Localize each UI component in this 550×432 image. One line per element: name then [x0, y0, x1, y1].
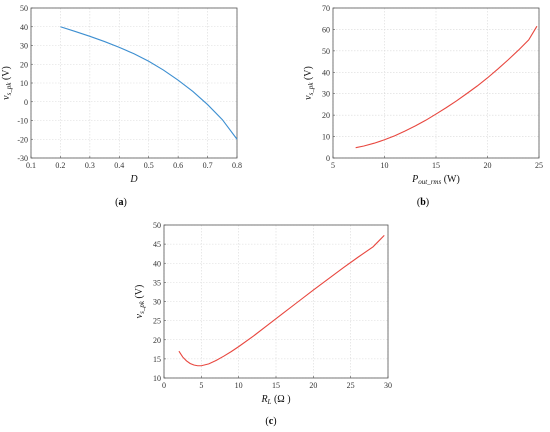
x-tick-label: 15 [432, 161, 440, 170]
series-line [178, 234, 385, 367]
y-tick-label: -30 [17, 154, 28, 163]
y-tick-label: 25 [153, 317, 161, 326]
y-tick-label: 50 [20, 4, 28, 13]
x-tick-label: 0.6 [173, 161, 183, 170]
x-tick-label: 0.7 [203, 161, 213, 170]
y-tick-label: 0 [326, 154, 330, 163]
y-tick-label: 0 [24, 98, 28, 107]
y-tick-label: 20 [153, 336, 161, 345]
y-tick-label: 35 [153, 278, 161, 287]
y-tick-label: -20 [17, 135, 28, 144]
y-axis-label: vs_pk (V) [303, 66, 315, 100]
y-tick-label: 50 [322, 47, 330, 56]
x-tick-label: 0.8 [232, 161, 242, 170]
x-tick-label: 5 [199, 381, 203, 390]
series-line [355, 25, 538, 149]
x-tick-label: 0.1 [26, 161, 36, 170]
panel-b: 5 10 15 20 25 0 10 20 30 40 50 60 70 Pout_rms (W) vs_p… [303, 4, 543, 208]
x-tick-label: 25 [535, 161, 543, 170]
y-tick-label: 40 [20, 23, 28, 32]
x-tick-label: 10 [381, 161, 389, 170]
y-tick-label: 30 [153, 298, 161, 307]
x-tick-label: 20 [484, 161, 492, 170]
y-tick-label: 30 [322, 90, 330, 99]
y-tick-label: 20 [20, 60, 28, 69]
x-tick-label: 20 [309, 381, 317, 390]
y-tick-label: 30 [20, 42, 28, 51]
y-axis-label: vs_pk (V) [134, 285, 146, 319]
y-tick-label: 10 [20, 79, 28, 88]
x-axis-label: Pout_rms (W) [411, 174, 460, 186]
x-tick-label: 0 [162, 381, 166, 390]
y-tick-label: 70 [322, 4, 330, 13]
y-tick-label: 10 [153, 374, 161, 383]
y-tick-label: 40 [153, 259, 161, 268]
x-tick-label: 15 [272, 381, 280, 390]
y-axis-label: vs_pk (V) [1, 66, 13, 100]
y-tick-label: 40 [322, 68, 330, 77]
series-line [60, 26, 238, 140]
y-tick-label: 60 [322, 25, 330, 34]
panel-label: (c) [265, 416, 276, 427]
panel-label: (b) [417, 197, 429, 208]
x-tick-label: 25 [347, 381, 355, 390]
panel-a: 0.1 0.2 0.3 0.4 0.5 0.6 0.7 0.8 -30 -20 -10 0 10 20 30… [1, 4, 242, 208]
y-tick-label: 15 [153, 355, 161, 364]
x-tick-label: 5 [331, 161, 335, 170]
panel-label: (a) [115, 197, 127, 208]
x-tick-label: 10 [235, 381, 243, 390]
x-tick-label: 0.5 [144, 161, 154, 170]
y-tick-label: 10 [322, 133, 330, 142]
panel-c: 0 5 10 15 20 25 30 10 15 20 25 30 35 40 45 50 RL (Ω ) vs_… [134, 221, 392, 427]
y-tick-label: -10 [17, 117, 28, 126]
y-tick-label: 50 [153, 221, 161, 230]
x-tick-label: 0.2 [55, 161, 65, 170]
x-tick-label: 0.3 [85, 161, 95, 170]
x-axis-label: D [129, 174, 138, 185]
x-tick-label: 0.4 [114, 161, 124, 170]
x-tick-label: 30 [384, 381, 392, 390]
y-tick-label: 20 [322, 111, 330, 120]
y-tick-label: 45 [153, 240, 161, 249]
x-axis-label: RL (Ω ) [260, 394, 290, 406]
